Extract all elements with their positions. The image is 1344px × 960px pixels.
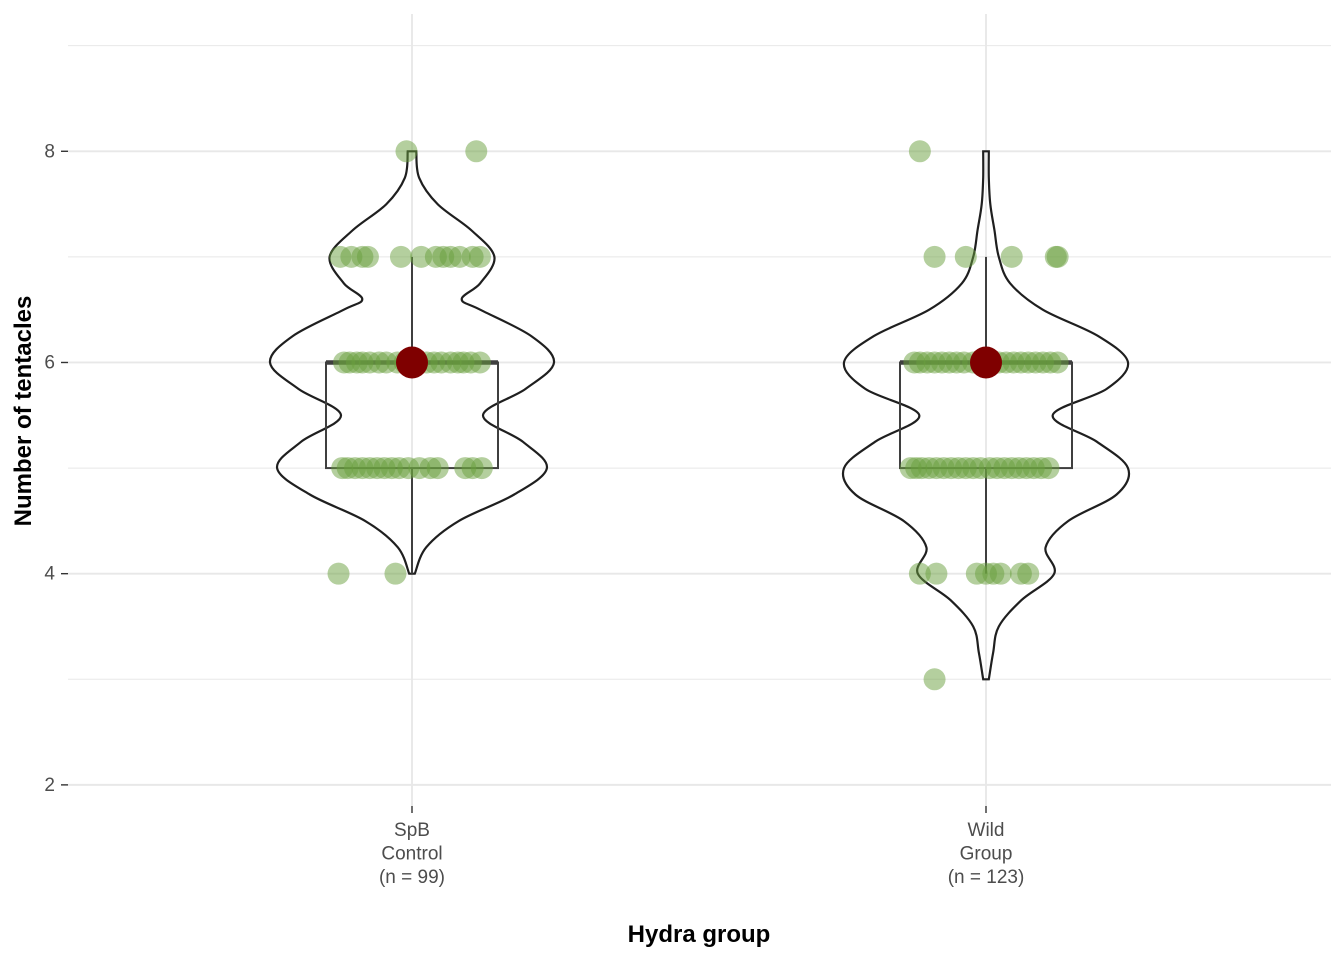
violin-outline [841,150,1131,681]
data-point [356,245,379,268]
data-point [468,351,491,374]
mean-point [970,346,1002,379]
data-point [908,140,931,163]
data-point [989,562,1012,585]
mean-markers [396,346,1002,379]
data-point [389,245,412,268]
data-point [1037,457,1060,480]
data-point [468,245,491,268]
data-point [465,140,488,163]
x-axis-title: Hydra group [628,921,771,948]
data-point [923,668,946,691]
data-point [954,245,977,268]
y-tick-label: 4 [44,564,55,585]
data-point [1046,245,1069,268]
y-axis-title: Number of tentacles [10,296,37,527]
axes: 2 4 6 8 SpB Control (n = 99) Wild Group (n = 123) [44,141,1024,888]
x-tick-label: SpB Control (n = 99) [379,820,445,888]
data-point [384,562,407,585]
data-point [395,140,418,163]
data-point [470,457,493,480]
data-point [923,245,946,268]
jitter-points [327,140,1069,691]
data-point [1000,245,1023,268]
x-tick-label: Wild Group (n = 123) [948,820,1025,888]
y-tick-label: 2 [44,775,55,796]
grid-lines [68,14,1331,806]
y-tick-label: 8 [44,141,55,162]
data-point [426,457,449,480]
y-tick-label: 6 [44,352,55,373]
mean-point [396,346,428,379]
violins [268,150,1131,681]
data-point [327,562,350,585]
data-point [1017,562,1040,585]
data-point [1046,351,1069,374]
data-point [925,562,948,585]
data-point [908,562,931,585]
boxplots [325,256,1073,574]
